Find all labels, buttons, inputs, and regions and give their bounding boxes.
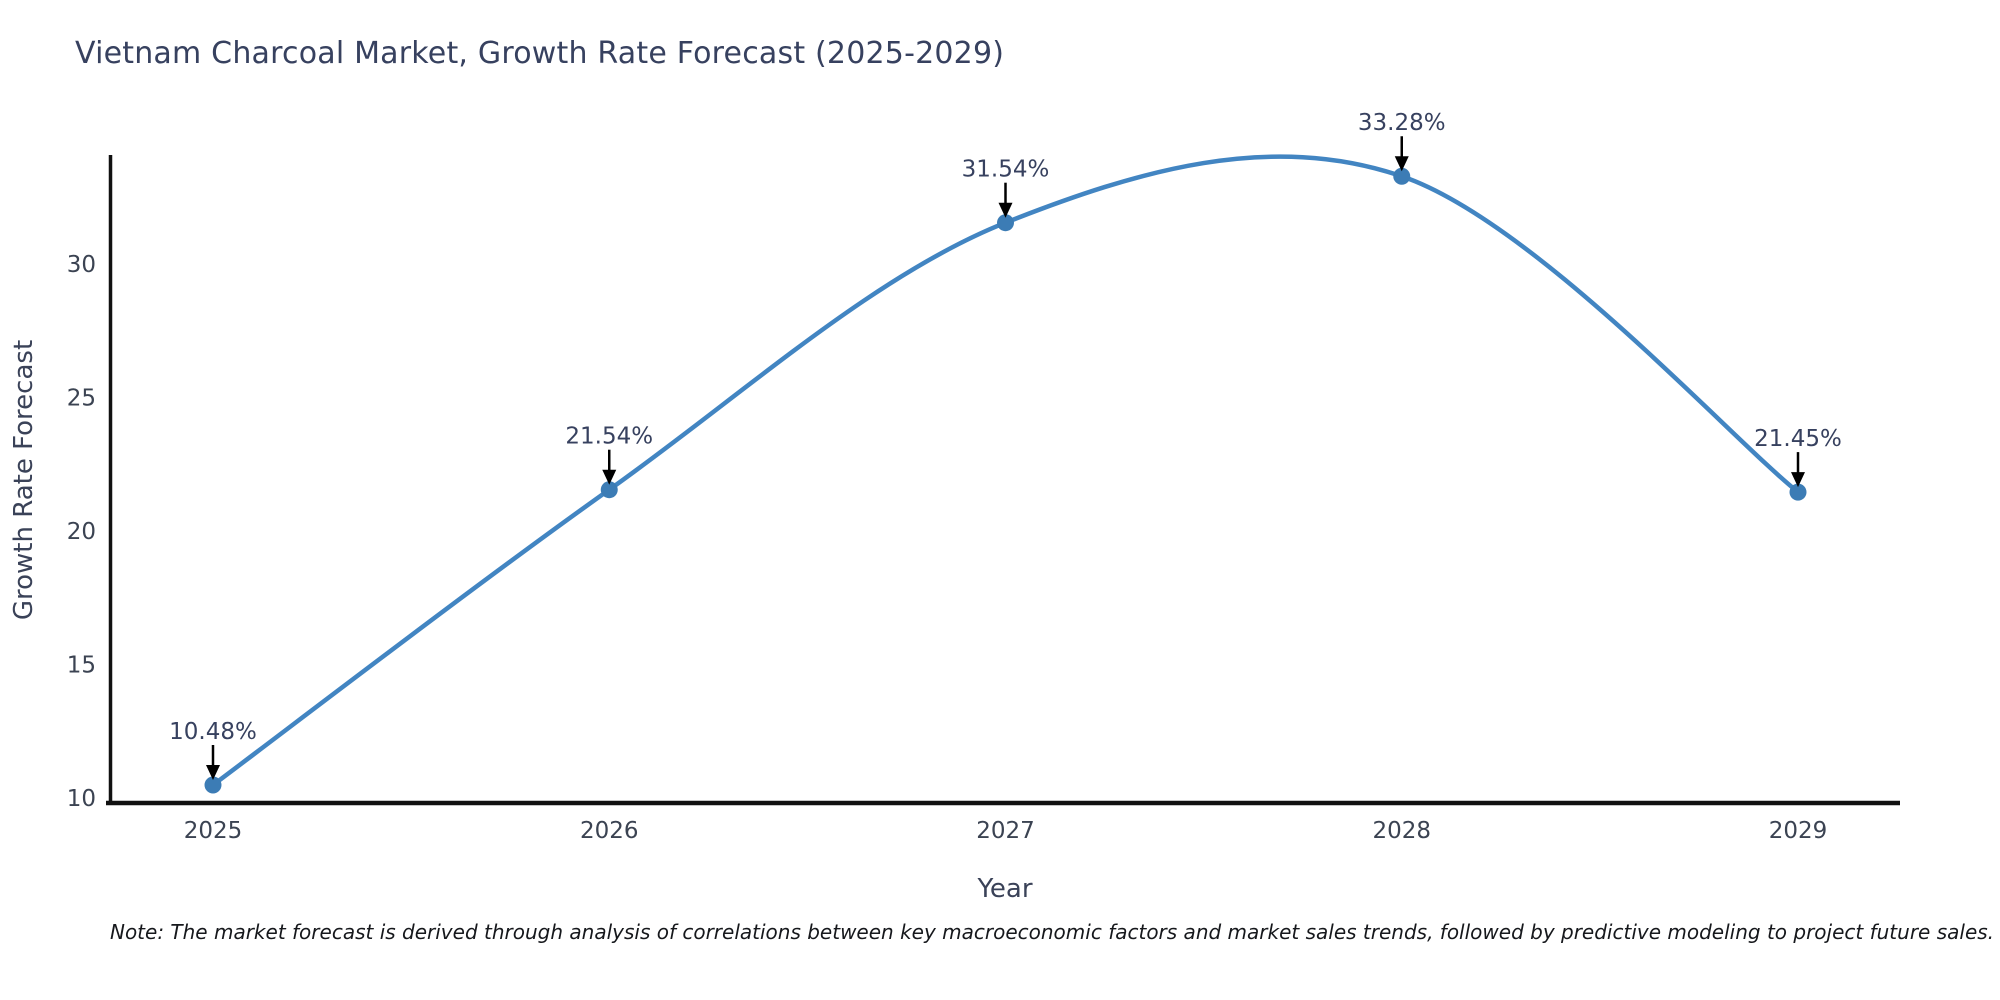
- data-point-marker-2025: [204, 776, 222, 794]
- y-tick-label: 15: [67, 652, 96, 678]
- annotation-label: 21.54%: [565, 424, 653, 450]
- annotation-label: 21.45%: [1754, 426, 1842, 452]
- annotation-arrowhead: [602, 469, 617, 485]
- y-tick-label: 10: [67, 786, 96, 812]
- footnote: Note: The market forecast is derived thr…: [109, 920, 1995, 944]
- x-axis-title: Year: [977, 874, 1033, 904]
- annotation-label: 10.48%: [169, 719, 257, 745]
- y-tick-label: 30: [67, 252, 96, 278]
- data-point-marker-2029: [1789, 483, 1807, 501]
- data-point-marker-2026: [600, 481, 618, 499]
- annotation-arrowhead: [998, 202, 1013, 218]
- chart-title: Vietnam Charcoal Market, Growth Rate For…: [75, 36, 1005, 71]
- data-point-marker-2027: [997, 214, 1014, 232]
- x-tick-label: 2029: [1769, 818, 1828, 844]
- annotation-arrowhead: [1394, 156, 1409, 172]
- annotation-arrowhead: [206, 765, 220, 780]
- annotation-label: 33.28%: [1358, 110, 1446, 136]
- annotation-arrowhead: [1791, 472, 1805, 488]
- forecast-line: [210, 154, 1801, 788]
- y-axis-title: Growth Rate Forecast: [9, 339, 39, 621]
- x-tick-label: 2027: [976, 818, 1035, 844]
- annotation-label: 31.54%: [962, 157, 1050, 183]
- x-tick-label: 2025: [184, 818, 243, 844]
- x-tick-label: 2028: [1372, 818, 1431, 844]
- y-tick-label: 20: [67, 519, 96, 545]
- data-point-marker-2028: [1393, 167, 1411, 185]
- x-tick-label: 2026: [580, 818, 639, 844]
- y-tick-label: 25: [67, 385, 96, 411]
